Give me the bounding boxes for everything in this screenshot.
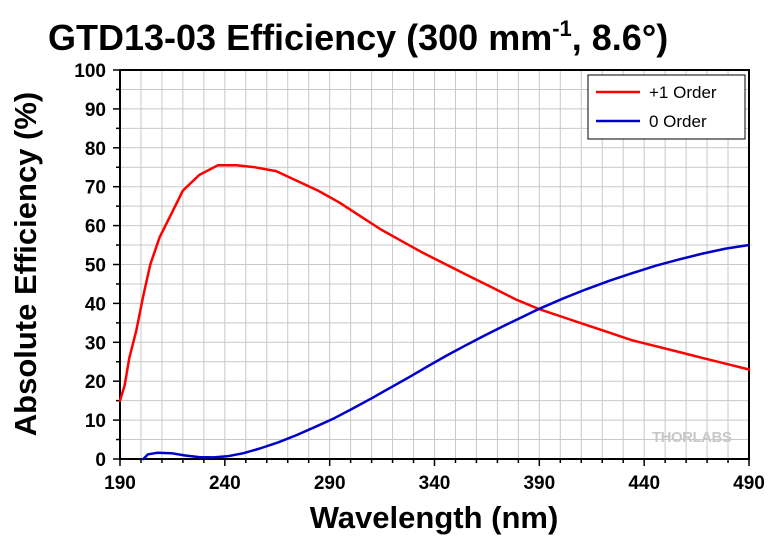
y-tick-label: 90: [85, 100, 106, 121]
series-line-plus1-order: [118, 164, 751, 402]
legend-box: [587, 74, 746, 140]
title-tail: , 8.6°): [572, 17, 668, 58]
x-tick-label: 490: [733, 473, 765, 494]
title-superscript: -1: [552, 16, 572, 41]
y-axis-label: Absolute Efficiency (%): [8, 92, 43, 437]
x-tick-label: 240: [209, 473, 241, 494]
legend: +1 Order 0 Order: [587, 74, 746, 140]
y-tick-label: 10: [85, 411, 106, 432]
x-tick-label: 290: [314, 473, 346, 494]
series-line-zero-order: [142, 243, 751, 461]
y-tick-label: 40: [85, 294, 106, 315]
x-tick-label: 390: [523, 473, 555, 494]
x-tick-label: 340: [419, 473, 451, 494]
thorlabs-watermark: THORLABS: [652, 429, 732, 446]
x-tick-label: 440: [628, 473, 660, 494]
x-tick-labels: 190 240 290 340 390 440 490: [104, 473, 765, 494]
x-tick-label: 190: [104, 473, 136, 494]
series-lines: [118, 164, 751, 461]
x-axis-label: Wavelength (nm): [310, 500, 559, 535]
y-tick-label: 30: [85, 333, 106, 354]
y-tick-labels: 0 10 20 30 40 50 60 70 80 90 100: [74, 61, 106, 471]
legend-label-plus1: +1 Order: [649, 83, 717, 102]
legend-label-zero: 0 Order: [649, 112, 707, 131]
y-tick-label: 80: [85, 139, 106, 160]
y-tick-label: 70: [85, 178, 106, 199]
y-tick-label: 60: [85, 217, 106, 238]
y-tick-label: 20: [85, 372, 106, 393]
y-tick-label: 100: [74, 61, 106, 82]
chart-title: GTD13-03 Efficiency (300 mm-1, 8.6°): [48, 16, 668, 58]
y-tick-label: 0: [95, 450, 106, 471]
y-tick-label: 50: [85, 256, 106, 277]
